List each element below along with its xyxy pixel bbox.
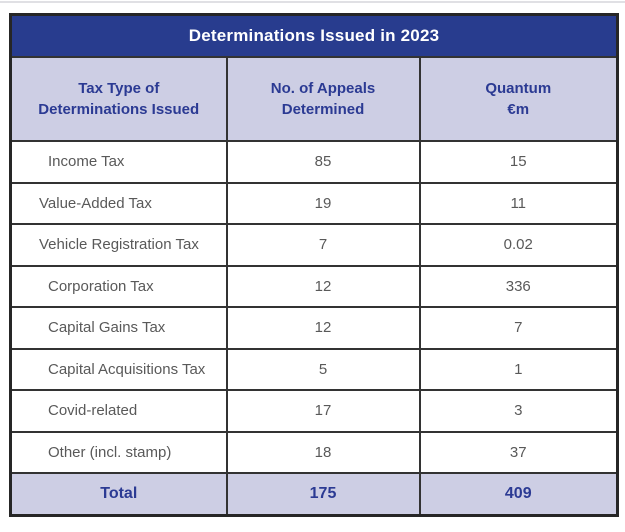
page-top-divider: [0, 1, 625, 3]
cell-tax-type: Capital Acquisitions Tax: [9, 347, 228, 391]
cell-quantum: 3: [418, 389, 619, 433]
cell-quantum: 7: [418, 306, 619, 350]
table-row: Other (incl. stamp) 18 37: [9, 430, 619, 474]
cell-tax-type: Other (incl. stamp): [9, 430, 228, 474]
cell-tax-type: Value-Added Tax: [9, 181, 228, 225]
table-title: Determinations Issued in 2023: [9, 13, 619, 58]
cell-appeals: 12: [225, 264, 421, 308]
cell-tax-type: Covid-related: [9, 389, 228, 433]
total-row: Total 175 409: [9, 472, 619, 517]
cell-quantum: 37: [418, 430, 619, 474]
cell-tax-type: Vehicle Registration Tax: [9, 223, 228, 267]
table-row: Income Tax 85 15: [9, 140, 619, 184]
cell-appeals: 5: [225, 347, 421, 391]
cell-appeals: 17: [225, 389, 421, 433]
table-row: Corporation Tax 12 336: [9, 264, 619, 308]
cell-quantum: 1: [418, 347, 619, 391]
table-row: Capital Acquisitions Tax 5 1: [9, 347, 619, 391]
cell-appeals: 12: [225, 306, 421, 350]
cell-tax-type: Income Tax: [9, 140, 228, 184]
cell-tax-type: Corporation Tax: [9, 264, 228, 308]
cell-appeals: 7: [225, 223, 421, 267]
table-row: Capital Gains Tax 12 7: [9, 306, 619, 350]
table-row: Value-Added Tax 19 11: [9, 181, 619, 225]
determinations-table: Determinations Issued in 2023 Tax Type o…: [9, 13, 619, 517]
column-header-tax-type: Tax Type of Determinations Issued: [9, 56, 228, 142]
cell-tax-type: Capital Gains Tax: [9, 306, 228, 350]
total-quantum: 409: [418, 472, 619, 517]
table-row: Vehicle Registration Tax 7 0.02: [9, 223, 619, 267]
cell-appeals: 85: [225, 140, 421, 184]
total-appeals: 175: [225, 472, 421, 517]
total-label: Total: [9, 472, 228, 517]
column-header-appeals: No. of Appeals Determined: [225, 56, 421, 142]
cell-quantum: 0.02: [418, 223, 619, 267]
cell-appeals: 18: [225, 430, 421, 474]
column-header-quantum: Quantum €m: [418, 56, 619, 142]
cell-quantum: 15: [418, 140, 619, 184]
cell-appeals: 19: [225, 181, 421, 225]
column-header-row: Tax Type of Determinations Issued No. of…: [9, 56, 619, 142]
cell-quantum: 11: [418, 181, 619, 225]
cell-quantum: 336: [418, 264, 619, 308]
table-row: Covid-related 17 3: [9, 389, 619, 433]
title-row: Determinations Issued in 2023: [9, 13, 619, 58]
